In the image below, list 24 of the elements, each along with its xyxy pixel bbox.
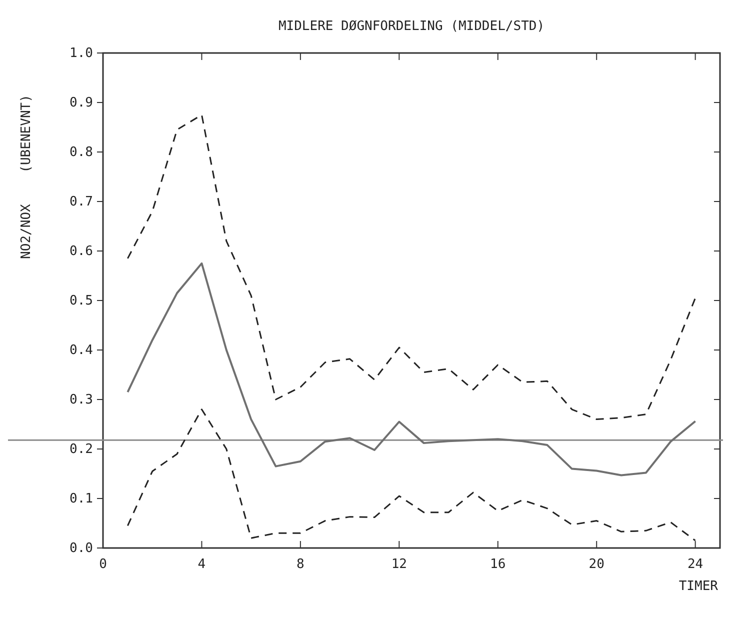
line-series xyxy=(126,262,696,476)
x-tick-label: 12 xyxy=(391,557,407,572)
y-tick-label: 0.9 xyxy=(70,96,93,110)
y-tick-label: 0.5 xyxy=(70,294,93,308)
y-tick-label: 0.2 xyxy=(70,442,93,457)
y-tick-label: 0.1 xyxy=(70,492,93,506)
y-tick-label: 0.6 xyxy=(70,244,93,259)
chart-title: MIDLERE DØGNFORDELING (MIDDEL/STD) xyxy=(278,19,545,34)
y-tick-label: 0.8 xyxy=(70,145,93,160)
y-tick-label: 0.0 xyxy=(70,541,93,556)
x-tick-label: 24 xyxy=(687,557,704,572)
line-series xyxy=(126,114,696,420)
x-axis-title: TIMER xyxy=(678,579,718,594)
x-tick-label: 0 xyxy=(99,557,107,572)
x-tick-label: 20 xyxy=(588,557,604,572)
y-axis-title: NO2/NOX (UBENEVNT) xyxy=(19,94,34,259)
y-tick-label: 0.4 xyxy=(70,343,94,358)
y-tick-label: 1.0 xyxy=(70,46,93,61)
x-tick-label: 16 xyxy=(490,557,506,572)
y-tick-label: 0.7 xyxy=(70,194,93,210)
x-tick-label: 4 xyxy=(198,557,206,572)
x-tick-label: 8 xyxy=(296,557,304,572)
line-series xyxy=(126,408,696,542)
y-tick-label: 0.3 xyxy=(70,392,93,408)
